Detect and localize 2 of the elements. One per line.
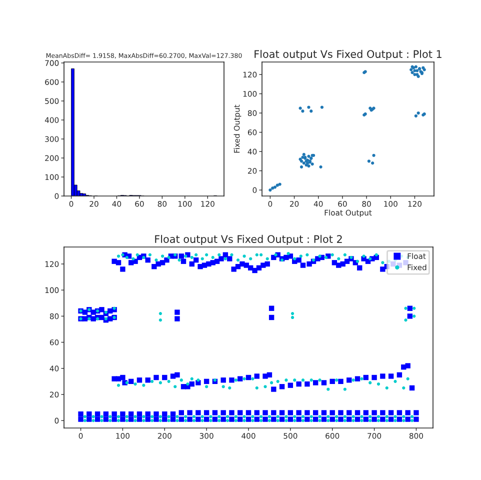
chart-title: Float output Vs Fixed Output : Plot 2 xyxy=(155,234,342,245)
chart-title: Float output Vs Fixed Output : Plot 1 xyxy=(254,50,442,60)
